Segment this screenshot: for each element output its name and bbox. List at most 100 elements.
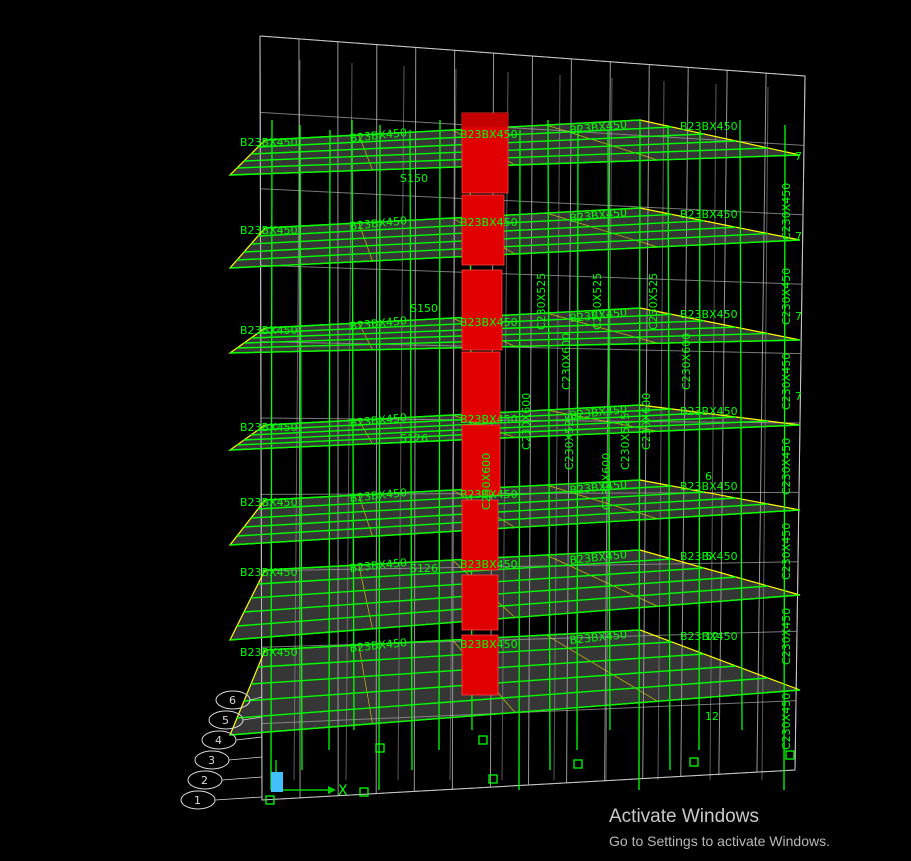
beam-label: B23BX450: [460, 638, 518, 651]
shear-wall-panel: [461, 351, 501, 423]
grid-bubble-leader: [235, 736, 263, 741]
slab-label: S126: [410, 562, 438, 575]
support-joint: [478, 735, 488, 745]
grid-bubble-label: 5: [222, 714, 229, 727]
activation-watermark: Activate Windows Go to Settings to activ…: [609, 806, 830, 850]
beam-label: B23BX450: [349, 214, 408, 233]
slab-label: S150: [400, 172, 428, 185]
slab-panel-line: [358, 322, 373, 350]
watermark-title: Activate Windows: [609, 806, 759, 827]
column-label-interior: C230X600: [480, 453, 493, 510]
beam-line: [229, 509, 801, 546]
beam-label: B23BX450: [460, 488, 518, 501]
column-line: [378, 124, 381, 791]
beam-label: B23BX450: [349, 126, 408, 145]
column-line: [518, 129, 521, 791]
shear-wall-panel: [461, 634, 499, 696]
watermark-subtitle: Go to Settings to activate Windows.: [609, 833, 830, 849]
slab-panel-line: [358, 419, 373, 444]
column-line: [607, 129, 611, 731]
beam-label: B23BX450: [569, 628, 628, 647]
beam-label: B23BX450: [680, 405, 738, 418]
column-line: [328, 129, 331, 751]
beam-label: B23BX450: [240, 496, 298, 509]
member-labels: B23BX450 B23BX450 B23BX450 B23BX450 B23BX450…: [240, 118, 802, 750]
grid-line-back: [709, 83, 717, 781]
column-label: C230X450: [780, 693, 793, 750]
slab-panel-line: [358, 222, 373, 262]
beam-label: B23BX450: [349, 636, 408, 655]
column-line: [739, 119, 743, 731]
support-joint: [375, 743, 385, 753]
grid-line-back: [293, 59, 301, 781]
beam-line: [257, 485, 673, 510]
grid-line-horizontal: [260, 264, 803, 285]
beam-label: B23BX450: [240, 421, 298, 434]
shear-wall-core: [461, 112, 509, 696]
column-line: [638, 119, 641, 791]
beam-line: [229, 154, 801, 176]
beam-line: [257, 558, 673, 585]
grid-line-horizontal: [261, 769, 796, 801]
beam-line: [236, 503, 769, 537]
beam-line: [250, 412, 705, 436]
beam-label: B23BX450: [240, 136, 298, 149]
grid-line-back: [345, 62, 353, 781]
column-label-interior: C230X600: [520, 393, 533, 450]
shear-wall-panel: [461, 424, 501, 496]
beam-line: [229, 339, 801, 354]
beam-label: B23BX450: [349, 486, 408, 505]
beam-label: B23BX450: [680, 308, 738, 321]
grid-bubble-label: 1: [194, 794, 201, 807]
axis-x-label: X: [338, 783, 348, 799]
shear-wall-panel: [461, 269, 503, 351]
slab-panel-line: [358, 564, 373, 629]
column-label: C230X450: [780, 353, 793, 410]
beam-line: [229, 594, 801, 641]
column-label-interior: C230X600: [560, 333, 573, 390]
beam-line: [236, 585, 769, 627]
beam-label: B23BX450: [240, 646, 298, 659]
support-joint: [359, 787, 369, 797]
column-line: [698, 129, 701, 751]
slab-label: S150: [410, 302, 438, 315]
joint-label: 7: [795, 230, 802, 243]
slab-panel-line: [358, 494, 373, 537]
grid-bubble-label: 3: [208, 754, 215, 767]
grid-line-horizontal: [260, 341, 802, 355]
column-line: [409, 129, 413, 771]
joint-label: 7: [795, 390, 802, 403]
column-line: [547, 119, 551, 771]
support-joint: [265, 795, 275, 805]
grid-bubble-leader: [221, 776, 263, 781]
column-line: [351, 119, 355, 731]
grid-line-horizontal: [261, 561, 799, 572]
origin-marker: [271, 772, 283, 792]
column-label-mid: C230X525: [619, 413, 632, 470]
column-label-interior: C230X600: [640, 393, 653, 450]
beam-label: B23BX450: [680, 630, 738, 643]
joint-label: 12: [705, 710, 719, 723]
shear-wall-panel: [461, 574, 499, 631]
beam-line: [229, 424, 801, 451]
joint-label: 12: [705, 630, 719, 643]
column-label: C230X450: [780, 438, 793, 495]
grid-bubble-leader: [228, 756, 263, 761]
beam-label: B23BX450: [680, 480, 738, 493]
support-joint: [785, 750, 795, 760]
beam-label: B23BX450: [349, 556, 408, 575]
joint-label: 5: [705, 550, 712, 563]
grid-line-horizontal: [260, 188, 804, 216]
beam-label: B23BX450: [240, 566, 298, 579]
grid-bubble-label: 4: [215, 734, 222, 747]
beam-line: [229, 239, 801, 269]
grid-bubble-label: 6: [229, 694, 236, 707]
column-line: [270, 119, 273, 791]
shear-wall-panel: [461, 499, 499, 571]
shear-wall-top: [462, 113, 508, 127]
column-line: [783, 124, 786, 791]
joint-label: 6: [705, 470, 712, 483]
beam-label: B23BX450: [569, 118, 628, 137]
